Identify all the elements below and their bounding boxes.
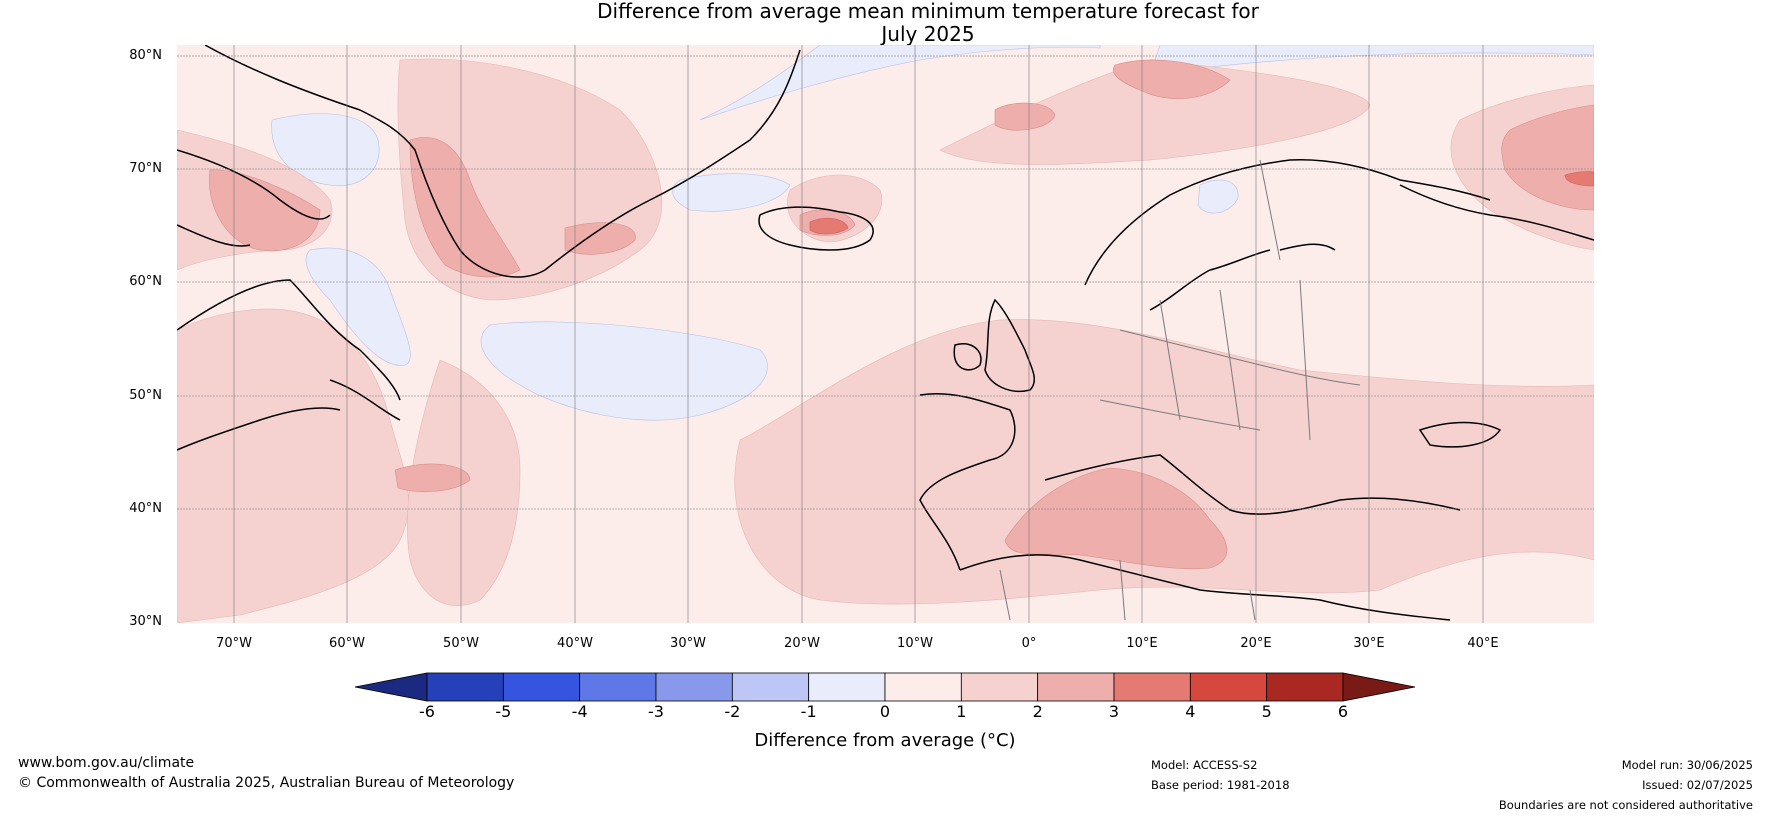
lat-label-30n: 30°N bbox=[129, 614, 162, 629]
colorbar-swatch bbox=[1189, 672, 1268, 702]
anomaly-strong-warm-region bbox=[209, 169, 321, 252]
russia-arctic-coast bbox=[1399, 184, 1594, 241]
gridlines bbox=[177, 55, 1594, 510]
iceland-coast bbox=[758, 206, 874, 251]
baffin-coast bbox=[177, 149, 331, 247]
colorbar-tick-label: -3 bbox=[648, 702, 664, 721]
lon-label-0: 0° bbox=[1021, 636, 1037, 651]
model-text: Model: ACCESS-S2 bbox=[1151, 758, 1258, 772]
anomaly-cool-region bbox=[699, 45, 1101, 121]
anomaly-very-warm-region bbox=[809, 217, 849, 235]
colorbar-tick-label: 4 bbox=[1185, 702, 1196, 721]
colorbar-swatch bbox=[1266, 672, 1344, 702]
anomaly-strong-warm-region bbox=[409, 137, 521, 278]
scandinavia-coast bbox=[1084, 158, 1491, 311]
website-text: www.bom.gov.au/climate bbox=[18, 755, 195, 771]
colorbar-tick-label: -4 bbox=[571, 702, 588, 721]
anomaly-very-warm-region bbox=[1564, 171, 1594, 187]
meridians bbox=[233, 45, 1484, 623]
lon-label-40w: 40°W bbox=[557, 636, 593, 651]
colorbar-swatch bbox=[579, 672, 657, 702]
anomaly-strong-warm-region bbox=[1004, 467, 1228, 570]
colorbar bbox=[354, 672, 1416, 702]
lon-label-30e: 30°E bbox=[1353, 636, 1385, 651]
anomaly-strong-warm-region bbox=[1112, 59, 1231, 99]
colorbar-tick-label: 0 bbox=[879, 702, 891, 721]
colorbar-tick-label: 1 bbox=[956, 702, 967, 721]
lon-label-60w: 60°W bbox=[329, 636, 365, 651]
disclaimer-text: Boundaries are not considered authoritat… bbox=[1498, 798, 1753, 812]
anomaly-strong-warm-region bbox=[394, 463, 471, 493]
western-europe-coast bbox=[919, 392, 1016, 571]
anomaly-warm-region bbox=[734, 319, 1594, 605]
title-line-2: July 2025 bbox=[881, 22, 975, 46]
colorbar-tick-label: -1 bbox=[800, 702, 817, 721]
colorbar-tick-label: 6 bbox=[1337, 702, 1349, 721]
colorbar-tick-label: 3 bbox=[1108, 702, 1120, 721]
mediterranean-coast bbox=[959, 454, 1461, 621]
black-sea-coast bbox=[1418, 421, 1502, 448]
colorbar-swatch bbox=[884, 672, 962, 702]
colorbar-tick-label: -6 bbox=[419, 702, 435, 721]
coastlines bbox=[177, 45, 1594, 621]
lon-label-30w: 30°W bbox=[670, 636, 706, 651]
greenland-north-coast bbox=[204, 45, 361, 111]
colorbar-extend-low bbox=[354, 672, 428, 702]
lat-label-40n: 40°N bbox=[129, 501, 162, 516]
anomaly-strong-warm-region bbox=[994, 102, 1056, 131]
north-america-east-coast bbox=[177, 407, 341, 451]
anomaly-warm-region bbox=[939, 59, 1371, 165]
colorbar-swatch bbox=[655, 672, 733, 702]
colorbar-extend-high bbox=[1342, 672, 1416, 702]
map-title: Difference from average mean minimum tem… bbox=[228, 0, 1628, 46]
anomaly-cool-region bbox=[1197, 179, 1239, 214]
colorbar-swatch bbox=[960, 672, 1039, 702]
colorbar-swatch bbox=[502, 672, 581, 702]
colorbar-label: Difference from average (°C) bbox=[754, 730, 1016, 751]
anomaly-cool-region bbox=[305, 247, 411, 366]
lon-label-10w: 10°W bbox=[897, 636, 933, 651]
lon-label-40e: 40°E bbox=[1467, 636, 1499, 651]
british-isles-coast bbox=[953, 298, 1035, 392]
colorbar-tick-label: -2 bbox=[724, 702, 741, 721]
lat-label-60n: 60°N bbox=[129, 274, 162, 289]
lon-label-20e: 20°E bbox=[1240, 636, 1272, 651]
colorbar-tick-label: 2 bbox=[1032, 702, 1043, 721]
anomaly-strong-warm-region bbox=[1501, 104, 1594, 211]
colorbar-swatch bbox=[808, 672, 886, 702]
country-borders bbox=[999, 159, 1361, 621]
colorbar-tick-label: 5 bbox=[1261, 702, 1272, 721]
anomaly-cool-region bbox=[480, 321, 768, 421]
colorbar-tick-label: -5 bbox=[495, 702, 512, 721]
title-line-1: Difference from average mean minimum tem… bbox=[597, 0, 1259, 23]
lon-label-50w: 50°W bbox=[443, 636, 479, 651]
colorbar-swatch bbox=[1113, 672, 1191, 702]
issued-text: Issued: 02/07/2025 bbox=[1642, 778, 1753, 792]
colorbar-swatch bbox=[731, 672, 810, 702]
anomaly-field bbox=[177, 45, 1594, 623]
anomaly-cool-region bbox=[271, 113, 380, 187]
colorbar-swatch bbox=[426, 672, 504, 702]
greenland-coast bbox=[359, 49, 801, 278]
colorbar-swatch bbox=[1037, 672, 1115, 702]
model-run-text: Model run: 30/06/2025 bbox=[1621, 758, 1753, 772]
lat-label-70n: 70°N bbox=[129, 161, 162, 176]
base-period-text: Base period: 1981-2018 bbox=[1151, 778, 1290, 792]
lon-label-10e: 10°E bbox=[1126, 636, 1158, 651]
anomaly-strong-warm-region bbox=[564, 222, 636, 255]
lon-label-70w: 70°W bbox=[216, 636, 252, 651]
anomaly-warm-region bbox=[177, 308, 409, 623]
copyright-text: © Commonwealth of Australia 2025, Austra… bbox=[18, 775, 515, 791]
lat-label-80n: 80°N bbox=[129, 48, 162, 63]
anomaly-cool-region bbox=[672, 173, 791, 212]
labrador-coast bbox=[177, 279, 401, 421]
lat-label-50n: 50°N bbox=[129, 388, 162, 403]
lon-label-20w: 20°W bbox=[784, 636, 820, 651]
